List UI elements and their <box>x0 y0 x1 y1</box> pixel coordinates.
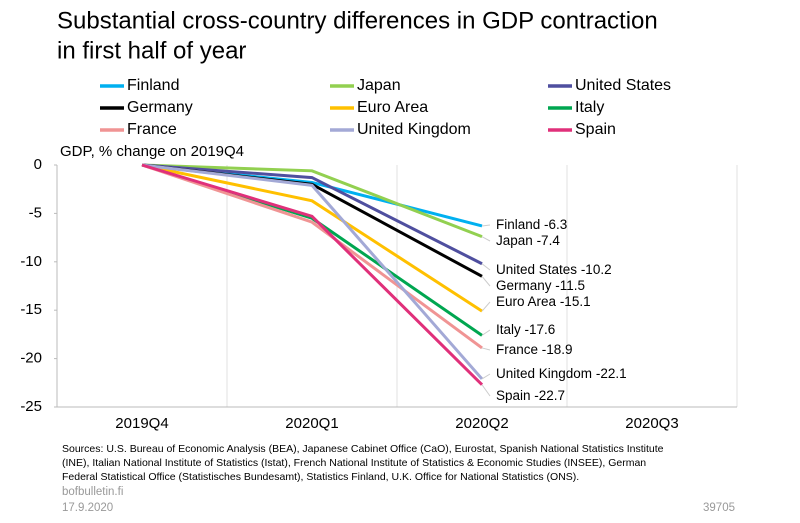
x-tick-label: 2020Q1 <box>285 415 338 432</box>
x-tick-label: 2020Q2 <box>455 415 508 432</box>
y-axis-label: GDP, % change on 2019Q4 <box>60 143 244 160</box>
legend-label: Spain <box>575 121 616 138</box>
site: bofbulletin.fi <box>62 486 123 498</box>
label-leader <box>481 347 491 351</box>
source: Sources: U.S. Bureau of Economic Analysi… <box>62 443 664 455</box>
label-leader <box>481 384 491 397</box>
data-label-value: -15.1 <box>560 294 591 309</box>
series-line <box>141 163 483 313</box>
y-tick-label: -5 <box>29 204 42 221</box>
data-label: Italy -17.6 <box>496 322 555 337</box>
y-tick-label: -15 <box>20 301 42 318</box>
data-label-value: -18.9 <box>542 342 573 357</box>
data-label-name: United States <box>496 262 577 277</box>
data-label-name: Euro Area <box>496 294 557 309</box>
data-label-name: Finland <box>496 217 540 232</box>
data-label: United States -10.2 <box>496 262 612 277</box>
label-leader <box>481 263 491 271</box>
source: Federal Statistical Office (Statistische… <box>62 471 579 483</box>
data-label-value: -10.2 <box>581 262 612 277</box>
label-leader <box>481 236 491 242</box>
source: (INE), Italian National Institute of Sta… <box>62 457 646 469</box>
data-label: Finland -6.3 <box>496 217 567 232</box>
data-label-value: -17.6 <box>525 322 556 337</box>
label-leader <box>481 301 491 312</box>
data-label-name: Spain <box>496 388 531 403</box>
data-label-name: Italy <box>496 322 521 337</box>
y-tick-label: 0 <box>34 156 42 173</box>
y-tick-label: -20 <box>20 350 42 367</box>
data-label: Spain -22.7 <box>496 388 565 403</box>
data-label-name: United Kingdom <box>496 366 592 381</box>
legend-label: Finland <box>127 77 179 94</box>
data-label-value: -6.3 <box>544 217 567 232</box>
data-label: Germany -11.5 <box>496 278 585 293</box>
chart-title: Substantial cross-country differences in… <box>57 7 658 34</box>
data-label-name: Japan <box>496 233 533 248</box>
chart-id: 39705 <box>703 502 735 514</box>
data-label: Euro Area -15.1 <box>496 294 591 309</box>
data-label-value: -11.5 <box>555 278 585 293</box>
label-leader <box>481 373 491 380</box>
data-label: United Kingdom -22.1 <box>496 366 627 381</box>
data-label: France -18.9 <box>496 342 573 357</box>
legend-label: United States <box>575 77 671 94</box>
y-tick-label: -10 <box>20 253 42 270</box>
data-label-value: -7.4 <box>537 233 561 248</box>
data-label-name: France <box>496 342 538 357</box>
label-leader <box>481 224 491 227</box>
series-line <box>141 163 484 380</box>
y-tick-label: -25 <box>20 398 42 415</box>
series-line <box>141 163 483 239</box>
series-line <box>141 163 483 350</box>
series-line <box>141 163 484 386</box>
chart-title: in first half of year <box>57 37 246 64</box>
legend-label: France <box>127 121 177 138</box>
data-label-value: -22.7 <box>534 388 565 403</box>
series-line <box>141 163 483 266</box>
legend-label: Japan <box>357 77 401 94</box>
data-label: Japan -7.4 <box>496 233 560 248</box>
x-tick-label: 2020Q3 <box>625 415 678 432</box>
data-label-name: Germany <box>496 278 552 293</box>
x-tick-label: 2019Q4 <box>115 415 168 432</box>
legend-label: Italy <box>575 99 604 116</box>
legend-label: Euro Area <box>357 99 428 116</box>
legend-label: United Kingdom <box>357 121 471 138</box>
data-label-value: -22.1 <box>596 366 627 381</box>
label-leader <box>481 329 491 336</box>
label-leader <box>481 276 491 287</box>
legend-label: Germany <box>127 99 193 116</box>
date: 17.9.2020 <box>62 502 113 514</box>
